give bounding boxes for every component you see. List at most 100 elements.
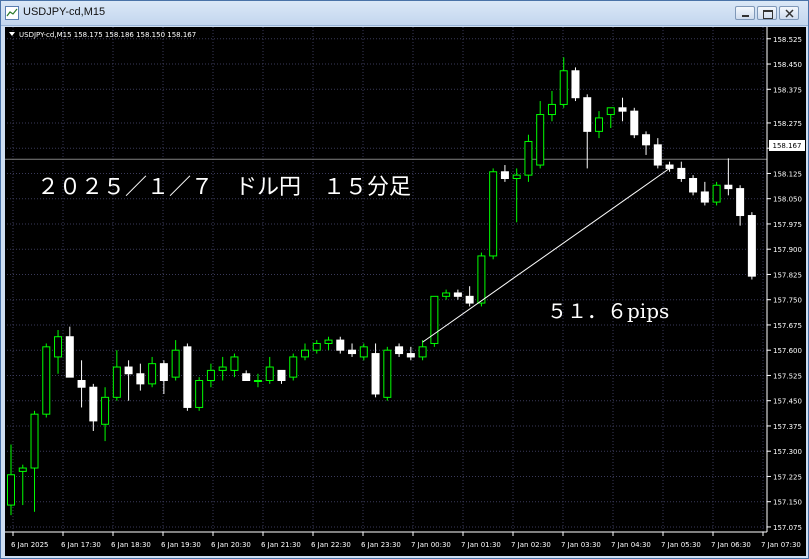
candle[interactable]: [195, 377, 204, 411]
candle[interactable]: [371, 343, 380, 398]
time-tick-label: 6 Jan 21:30: [261, 541, 301, 549]
candle[interactable]: [442, 289, 451, 300]
candle[interactable]: [136, 363, 145, 391]
candle[interactable]: [736, 185, 745, 226]
candle[interactable]: [89, 383, 98, 431]
candle[interactable]: [42, 343, 51, 418]
chart-canvas[interactable]: 158.525158.450158.375158.275158.200158.1…: [5, 27, 806, 556]
candle[interactable]: [112, 350, 121, 401]
candle[interactable]: [536, 101, 545, 169]
candle[interactable]: [395, 343, 404, 357]
candle[interactable]: [653, 138, 662, 169]
bull-candle-body: [712, 184, 721, 203]
candle[interactable]: [418, 340, 427, 361]
candle[interactable]: [724, 158, 733, 196]
time-tick-label: 7 Jan 06:30: [711, 541, 751, 549]
candle[interactable]: [489, 168, 498, 260]
candle[interactable]: [312, 340, 321, 354]
candle[interactable]: [230, 353, 239, 378]
candle[interactable]: [595, 111, 603, 139]
candle[interactable]: [642, 131, 651, 155]
candle[interactable]: [65, 326, 74, 378]
current-price-label: 158.167: [773, 142, 802, 150]
window-title: USDJPY-cd,M15: [23, 6, 106, 18]
bear-candle-body: [618, 107, 627, 112]
candle[interactable]: [18, 464, 27, 506]
bull-candle-body: [30, 413, 39, 469]
candle[interactable]: [30, 410, 39, 512]
bear-candle-body: [677, 167, 686, 179]
candle[interactable]: [383, 346, 392, 401]
candle[interactable]: [324, 336, 333, 351]
candle[interactable]: [559, 57, 568, 108]
candle[interactable]: [54, 330, 63, 374]
window-titlebar[interactable]: USDJPY-cd,M15: [1, 1, 808, 26]
candle[interactable]: [453, 289, 462, 300]
candle[interactable]: [148, 356, 157, 388]
bull-candle-body: [301, 349, 309, 358]
candle[interactable]: [124, 360, 133, 401]
candle[interactable]: [712, 181, 721, 206]
current-price-tag: 158.167: [769, 140, 805, 151]
bear-candle-body: [642, 134, 651, 146]
candle[interactable]: [336, 336, 345, 354]
bull-candle-body: [218, 366, 227, 371]
candlestick-chart[interactable]: 158.525158.450158.375158.275158.200158.1…: [5, 27, 806, 556]
candle[interactable]: [700, 181, 709, 206]
candle[interactable]: [606, 107, 615, 128]
candle[interactable]: [253, 373, 262, 388]
candle[interactable]: [630, 107, 639, 139]
time-tick-label: 7 Jan 00:30: [411, 541, 451, 549]
candle[interactable]: [524, 134, 533, 182]
price-tick-label: 157.600: [773, 347, 802, 355]
time-tick-label: 7 Jan 01:30: [461, 541, 501, 549]
candle[interactable]: [689, 175, 698, 196]
candle[interactable]: [171, 340, 180, 381]
candle[interactable]: [348, 343, 357, 357]
time-tick-label: 7 Jan 03:30: [561, 541, 601, 549]
candle[interactable]: [289, 353, 298, 381]
bull-candle-body: [559, 70, 568, 105]
candle[interactable]: [218, 356, 227, 381]
maximize-button[interactable]: [757, 6, 777, 20]
candle[interactable]: [512, 168, 521, 223]
candle[interactable]: [359, 343, 368, 361]
candle[interactable]: [547, 90, 556, 122]
candle[interactable]: [500, 165, 509, 182]
candle[interactable]: [183, 343, 192, 411]
candle[interactable]: [430, 295, 439, 347]
candle[interactable]: [583, 94, 592, 169]
candle[interactable]: [7, 444, 15, 516]
collapse-arrow-icon[interactable]: [9, 32, 15, 36]
bull-candle-body: [206, 369, 215, 381]
time-tick-label: 6 Jan 19:30: [161, 541, 201, 549]
candle[interactable]: [77, 360, 86, 408]
minimize-button[interactable]: [735, 6, 755, 20]
candle[interactable]: [206, 363, 215, 388]
candle[interactable]: [301, 343, 309, 361]
close-button[interactable]: [779, 6, 799, 20]
candle[interactable]: [677, 161, 686, 182]
time-scale[interactable]: 6 Jan 2025 6 Jan 17:30 6 Jan 18:30 6 Jan 19…: [5, 531, 801, 549]
price-tick-label: 157.900: [773, 246, 802, 254]
bear-candle-body: [336, 339, 345, 351]
candle[interactable]: [465, 286, 474, 307]
bull-candle-body: [18, 467, 27, 472]
price-tick-label: 157.075: [773, 524, 802, 532]
candle[interactable]: [159, 360, 168, 394]
trend-line[interactable]: [422, 167, 670, 343]
candle[interactable]: [242, 370, 251, 381]
candle[interactable]: [571, 67, 580, 102]
candle[interactable]: [406, 346, 415, 361]
bear-candle-body: [500, 171, 509, 179]
bear-candle-body: [242, 373, 251, 381]
candle[interactable]: [265, 356, 274, 384]
candle[interactable]: [101, 387, 110, 442]
candle[interactable]: [277, 369, 286, 384]
candle[interactable]: [618, 97, 627, 122]
bull-candle-body: [512, 174, 521, 179]
candle[interactable]: [747, 212, 756, 280]
candle[interactable]: [477, 252, 486, 307]
chart-grid: [7, 27, 767, 532]
price-scale[interactable]: 158.525158.450158.375158.275158.200158.1…: [766, 27, 802, 532]
